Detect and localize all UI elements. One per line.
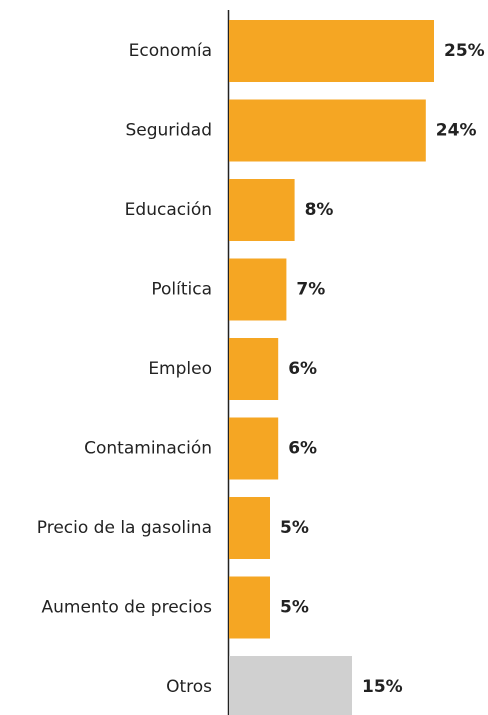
bar bbox=[229, 417, 279, 480]
bar bbox=[229, 338, 279, 400]
category-label: Seguridad bbox=[125, 121, 212, 141]
value-label: 25% bbox=[444, 41, 485, 61]
category-label: Otros bbox=[166, 677, 212, 697]
bar bbox=[229, 20, 434, 82]
value-label: 5% bbox=[280, 598, 309, 618]
value-label: 8% bbox=[305, 200, 334, 220]
bar bbox=[229, 576, 270, 639]
value-label: 5% bbox=[280, 518, 309, 538]
category-label: Aumento de precios bbox=[41, 598, 212, 618]
category-label: Economía bbox=[129, 41, 212, 61]
category-label: Empleo bbox=[148, 359, 212, 379]
category-label: Precio de la gasolina bbox=[37, 518, 212, 538]
category-label: Contaminación bbox=[84, 439, 212, 459]
bar bbox=[229, 258, 287, 321]
value-label: 6% bbox=[288, 359, 317, 379]
bar bbox=[229, 179, 295, 241]
bar bbox=[229, 99, 426, 162]
value-label: 24% bbox=[436, 121, 477, 141]
value-label: 6% bbox=[288, 439, 317, 459]
bar bbox=[229, 497, 270, 559]
category-label: Política bbox=[151, 280, 212, 300]
value-label: 7% bbox=[296, 280, 325, 300]
bar bbox=[229, 656, 352, 715]
value-label: 15% bbox=[362, 677, 403, 697]
category-label: Educación bbox=[125, 200, 212, 220]
